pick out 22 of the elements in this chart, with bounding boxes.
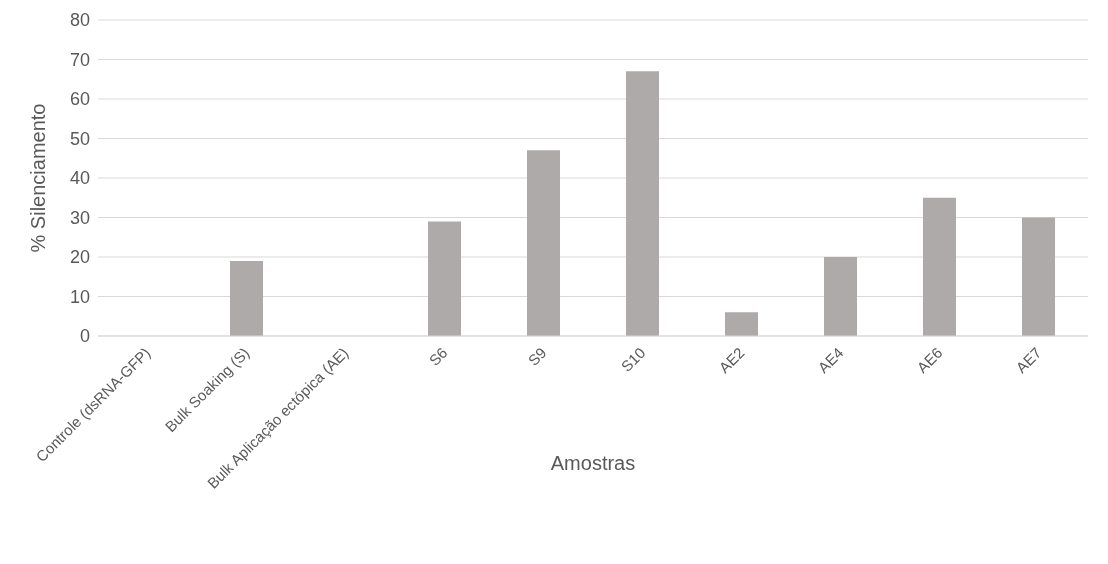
y-tick-label: 40 <box>69 168 90 189</box>
bar <box>923 197 956 336</box>
bar <box>725 312 758 336</box>
y-tick-label: 0 <box>79 326 90 347</box>
y-axis-title: % Silenciamento <box>27 103 50 253</box>
bar <box>626 71 659 336</box>
bar <box>230 260 263 336</box>
x-tick-label: S10 <box>617 343 649 375</box>
y-tick-label: 10 <box>69 286 90 307</box>
y-tick-label: 20 <box>69 247 90 268</box>
x-tick-label: S6 <box>425 343 451 369</box>
bar <box>527 150 560 336</box>
y-tick-label: 80 <box>69 10 90 31</box>
x-tick-label: S9 <box>524 343 550 369</box>
x-axis-title: Amostras <box>550 452 636 475</box>
y-tick-label: 50 <box>69 128 90 149</box>
y-tick-label: 70 <box>69 49 90 70</box>
y-tick-label: 30 <box>69 207 90 228</box>
bar <box>824 257 857 336</box>
bar <box>1022 217 1055 336</box>
y-tick-label: 60 <box>69 89 90 110</box>
bar <box>428 221 461 336</box>
